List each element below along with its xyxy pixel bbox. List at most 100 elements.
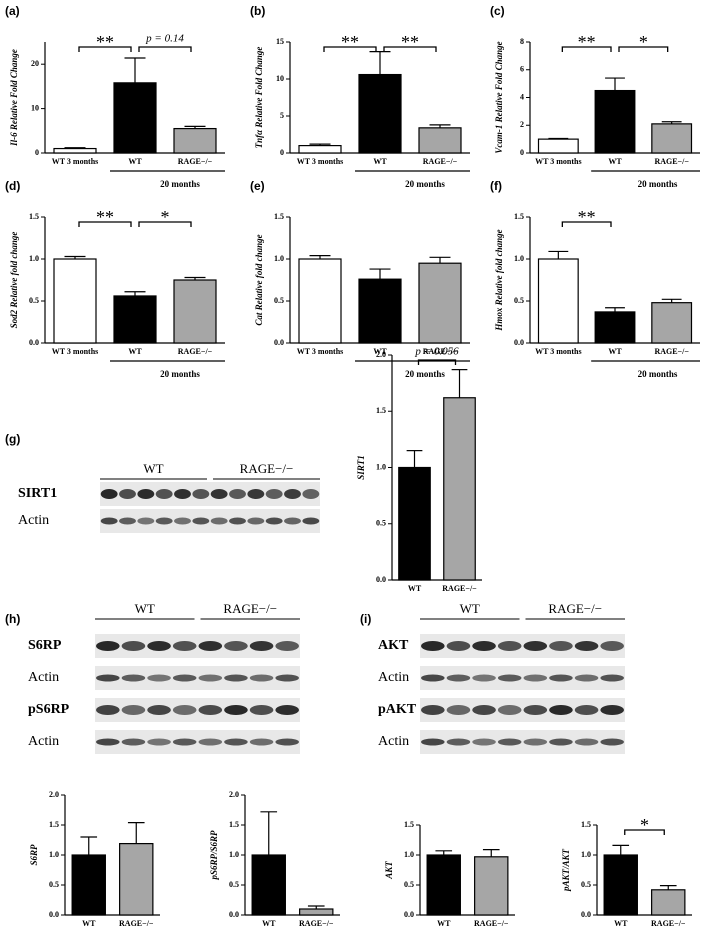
significance-bracket [383, 46, 437, 52]
blot-band [421, 674, 445, 682]
blot-band [421, 738, 445, 746]
significance-label: ** [401, 32, 419, 52]
y-tick-label: 1.5 [229, 820, 239, 829]
blot-band [198, 674, 223, 682]
blot-band [100, 517, 118, 525]
blot-band [600, 641, 624, 651]
y-tick-label: 1.0 [49, 850, 59, 859]
blot-band [574, 738, 599, 746]
y-tick-label: 1.5 [49, 820, 59, 829]
y-axis-label: SIRT1 [356, 455, 366, 480]
y-tick-label: 0.0 [376, 575, 386, 584]
panel-label: (c) [490, 4, 505, 18]
blot-band [497, 738, 522, 746]
x-tick-label: RAGE−/− [423, 157, 458, 166]
significance-label: * [640, 815, 649, 835]
blot-band [275, 641, 299, 651]
blot-band [172, 705, 197, 715]
panel-label: (a) [5, 4, 20, 18]
x-tick-label: RAGE−/− [423, 347, 458, 356]
y-tick-label: 4 [520, 92, 524, 101]
blot-band [137, 489, 155, 499]
bar [298, 258, 342, 344]
significance-label: ** [96, 32, 114, 52]
x-tick-label: WT 3 months [52, 157, 99, 166]
blot-band [523, 705, 548, 715]
blot-band [210, 517, 228, 525]
blot-band [121, 705, 146, 715]
blot-band [249, 705, 274, 715]
y-tick-label: 2 [520, 120, 524, 129]
row-label: pAKT [378, 702, 417, 717]
blot-band [224, 641, 248, 651]
y-tick-label: 0.5 [404, 880, 414, 889]
blot-band [172, 641, 197, 651]
bar [299, 908, 334, 916]
blot-band [421, 641, 445, 651]
y-tick-label: 0.5 [274, 296, 284, 305]
blot-band [96, 674, 120, 682]
x-tick-label: RAGE−/− [442, 584, 477, 593]
blot-band [249, 738, 274, 746]
blot-band [472, 674, 496, 682]
bar [651, 123, 693, 154]
blot-band [249, 641, 274, 651]
x-tick-label: RAGE−/− [119, 919, 154, 928]
blot-band [472, 705, 496, 715]
blot-band [275, 705, 299, 715]
blot-band [497, 705, 522, 715]
y-tick-label: 0.5 [514, 296, 524, 305]
x-tick-label: WT [408, 584, 422, 593]
bar [651, 889, 686, 916]
blot-band [119, 489, 136, 499]
x-tick-label: WT 3 months [297, 347, 344, 356]
y-tick-label: 0.0 [49, 910, 59, 919]
blot-band [192, 489, 210, 499]
y-tick-label: 1.0 [274, 254, 284, 263]
y-axis-label: Vcam-1 Relative Fold Change [494, 41, 504, 153]
y-tick-label: 0 [280, 148, 284, 157]
x-tick-label: RAGE−/− [178, 157, 213, 166]
blot-band [600, 738, 624, 746]
blot-band [96, 705, 120, 715]
blot-band [174, 517, 191, 525]
blot-band [96, 738, 120, 746]
significance-label: * [639, 32, 648, 52]
y-tick-label: 5 [280, 111, 284, 120]
blot-band [224, 738, 248, 746]
y-tick-label: 2.0 [49, 790, 59, 799]
group-label: 20 months [405, 369, 445, 379]
bar [594, 311, 636, 344]
y-tick-label: 0.5 [29, 296, 39, 305]
x-tick-label: WT 3 months [535, 157, 582, 166]
y-tick-label: 0.5 [376, 519, 386, 528]
x-tick-label: RAGE−/− [654, 347, 689, 356]
y-axis-label: Hmox Relative fold change [494, 229, 504, 331]
group-label: 20 months [638, 369, 678, 379]
x-tick-label: WT [614, 919, 628, 928]
blot-band [100, 489, 118, 499]
row-label: AKT [378, 638, 409, 653]
panel-label: (i) [360, 612, 371, 626]
blot-band [249, 674, 274, 682]
group-label: 20 months [160, 369, 200, 379]
panel-label: (g) [5, 432, 20, 446]
blot-band [497, 674, 522, 682]
significance-bracket [78, 46, 132, 52]
x-tick-label: WT [373, 347, 387, 356]
significance-label: p = 0.14 [145, 33, 184, 45]
y-tick-label: 1.0 [404, 850, 414, 859]
row-label: Actin [378, 734, 409, 749]
x-tick-label: WT 3 months [297, 157, 344, 166]
blot-band [198, 641, 223, 651]
significance-label: * [161, 207, 170, 227]
group-label: WT [143, 461, 163, 476]
bar [398, 466, 431, 581]
blot-band [600, 674, 624, 682]
blot-band [523, 738, 548, 746]
blot-background [100, 482, 320, 506]
x-tick-label: WT [128, 157, 142, 166]
y-tick-label: 1.5 [514, 212, 524, 221]
x-tick-label: WT [82, 919, 96, 928]
